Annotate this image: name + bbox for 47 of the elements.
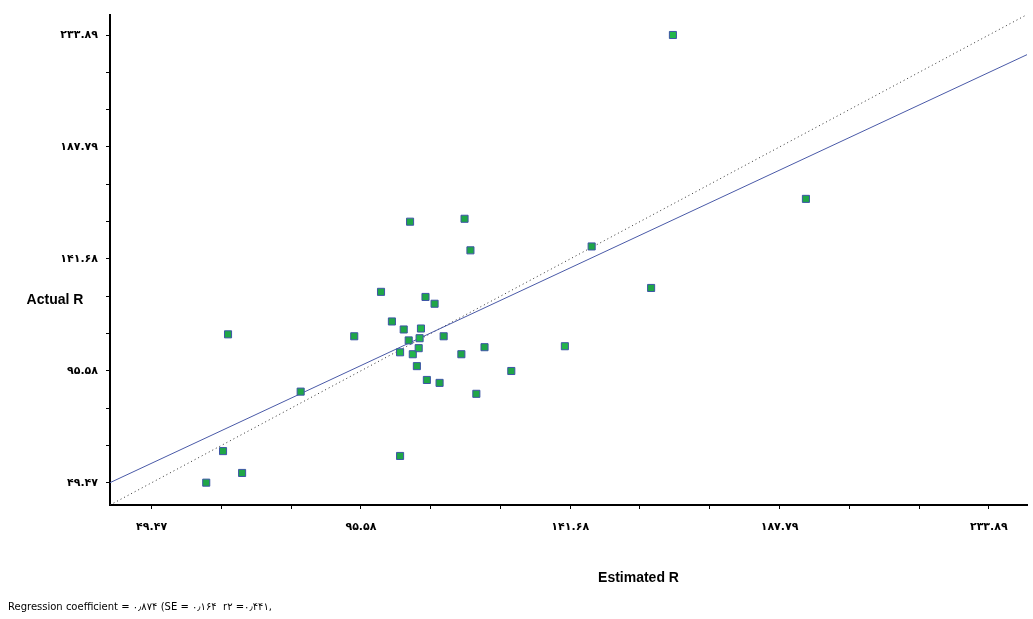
point xyxy=(396,451,405,460)
point xyxy=(404,336,413,345)
x-tick-label: ۲۳۳.۸۹ xyxy=(969,520,1008,534)
point xyxy=(466,246,475,255)
point xyxy=(430,299,439,308)
y-axis-title: Actual R xyxy=(26,290,84,307)
point xyxy=(223,330,233,339)
point xyxy=(219,447,228,456)
x-tick-label: ۴۹.۴۷ xyxy=(136,520,168,534)
point xyxy=(439,332,448,341)
point xyxy=(472,389,481,398)
x-axis-title: Estimated R xyxy=(598,569,679,585)
point xyxy=(387,317,396,326)
x-tick-label: ۱۴۱.۶۸ xyxy=(551,520,590,534)
point xyxy=(460,214,469,223)
y-tick-label: ۱۴۱.۶۸ xyxy=(60,251,99,265)
point xyxy=(415,334,424,343)
point xyxy=(406,217,415,226)
y-tick-label: ۲۳۳.۸۹ xyxy=(60,27,99,41)
point xyxy=(668,30,677,40)
point xyxy=(416,324,425,333)
point xyxy=(408,350,417,359)
point xyxy=(422,375,431,385)
point xyxy=(399,325,408,334)
y-tick-label: ۴۹.۴۷ xyxy=(66,475,99,489)
point xyxy=(507,366,516,376)
point xyxy=(414,344,423,353)
point xyxy=(647,283,656,292)
point xyxy=(435,378,444,387)
x-tick-label: ۱۸۷.۷۹ xyxy=(760,520,799,534)
point xyxy=(296,387,305,396)
y-tick-label: ۹۵.۵۸ xyxy=(66,363,99,377)
point xyxy=(396,348,405,357)
x-tick-label: ۹۵.۵۸ xyxy=(345,520,377,534)
point xyxy=(587,242,596,251)
point xyxy=(480,343,489,352)
point xyxy=(238,468,247,477)
point xyxy=(202,478,211,487)
y-tick-label: ۱۸۷.۷۹ xyxy=(60,139,99,153)
text: Regression coefficient = ۰٫۸۷۴ (SE = ۰٫۱۶۴ r۲ =۰٫۴۴۱, xyxy=(8,601,273,612)
point xyxy=(412,362,421,371)
point xyxy=(560,342,569,351)
point xyxy=(421,292,430,301)
point xyxy=(350,332,359,341)
point xyxy=(457,350,466,359)
point xyxy=(376,287,386,296)
point xyxy=(801,194,810,203)
